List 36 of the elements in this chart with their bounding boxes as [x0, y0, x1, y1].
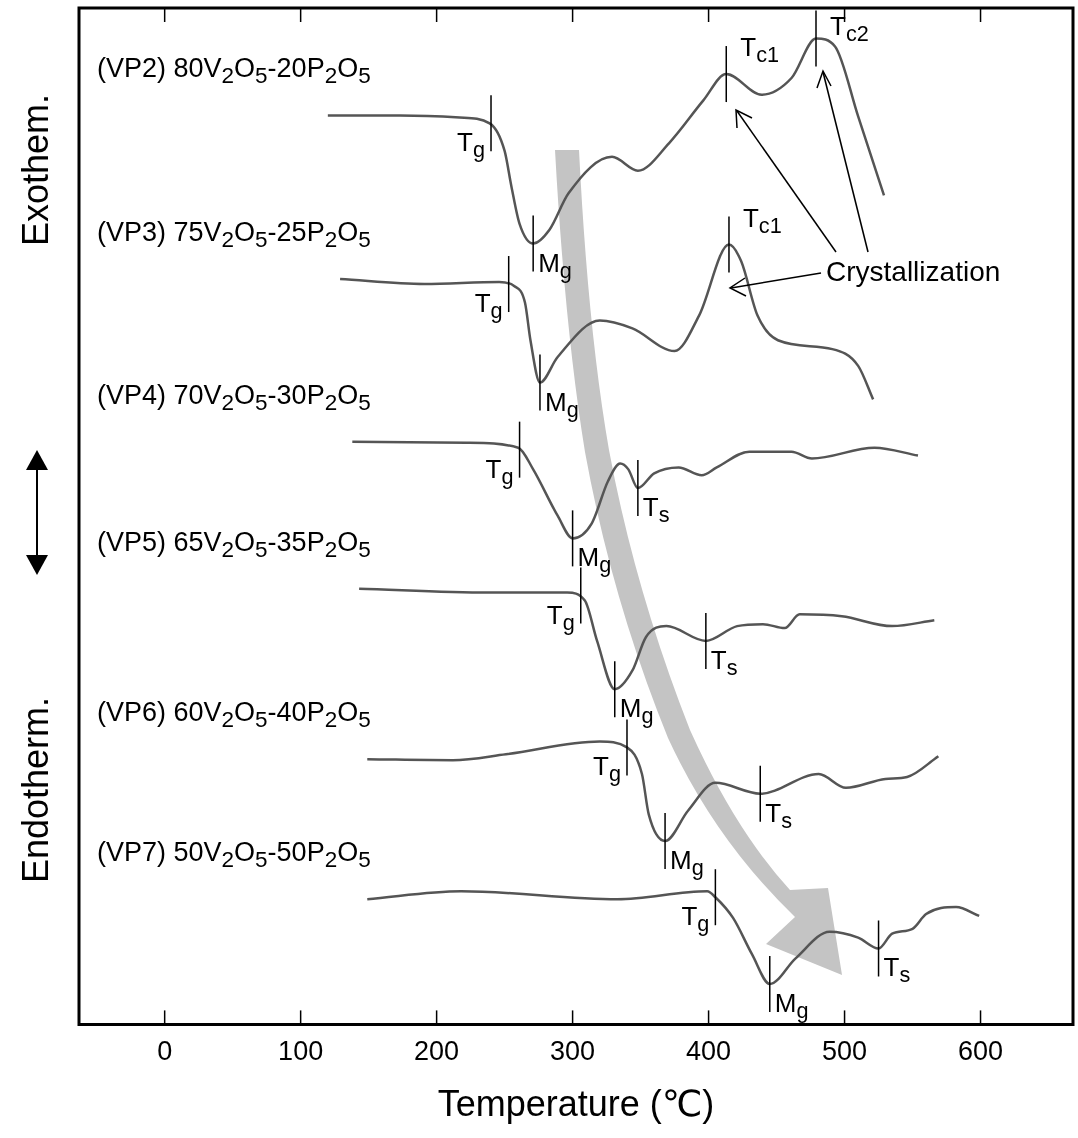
annotation: T$_{c1}$	[740, 32, 780, 68]
x-tick-label: 300	[550, 1036, 596, 1067]
series-label: (VP6) 60V$_{2}$O$_{5}$-40P$_{2}$O$_{5}$	[97, 697, 371, 733]
annotation: M$_{g}$	[670, 845, 704, 881]
series-label: (VP7) 50V$_{2}$O$_{5}$-50P$_{2}$O$_{5}$	[97, 837, 371, 873]
annotation: T$_{c2}$	[830, 11, 869, 47]
annotation: T$_{s}$	[710, 644, 738, 681]
x-tick-label: 400	[686, 1036, 732, 1067]
x-tick-label: 600	[958, 1036, 1004, 1067]
text: Endotherm.	[15, 696, 56, 884]
annotation: M$_{g}$	[774, 987, 809, 1024]
series-label: (VP3) 75V$_{2}$O$_{5}$-25P$_{2}$O$_{5}$	[97, 217, 371, 253]
annotation: T$_{g}$	[546, 599, 575, 635]
text: Exothem.	[15, 93, 56, 247]
x-tick-label: 0	[157, 1036, 173, 1067]
series-label: (VP5) 65V$_{2}$O$_{5}$-35P$_{2}$O$_{5}$	[97, 526, 371, 563]
annotation: T$_{g}$	[485, 453, 514, 489]
annotation: T$_{g}$	[681, 901, 710, 937]
annotation: M$_{g}$	[538, 247, 572, 283]
annotation: M$_{g}$	[619, 693, 654, 729]
annotation: Crystallization	[826, 256, 1001, 287]
annotation: T$_{s}$	[642, 492, 670, 528]
series-label: (VP2) 80V$_{2}$O$_{5}$-20P$_{2}$O$_{5}$	[97, 53, 371, 89]
x-tick-label: 200	[414, 1036, 460, 1067]
series-label: (VP4) 70V$_{2}$O$_{5}$-30P$_{2}$O$_{5}$	[97, 379, 371, 416]
x-axis-title: Temperature (℃)	[437, 1083, 715, 1125]
x-tick-label: 100	[278, 1036, 324, 1067]
annotation: T$_{s}$	[883, 952, 911, 988]
annotation: T$_{c1}$	[742, 202, 782, 238]
annotation: T$_{s}$	[765, 797, 792, 833]
annotation: M$_{g}$	[577, 542, 612, 578]
annotation: T$_{g}$	[457, 127, 485, 163]
x-tick-label: 500	[822, 1036, 868, 1067]
annotation: M$_{g}$	[544, 386, 579, 422]
annotation: T$_{g}$	[592, 751, 621, 787]
annotation: T$_{g}$	[474, 288, 503, 324]
